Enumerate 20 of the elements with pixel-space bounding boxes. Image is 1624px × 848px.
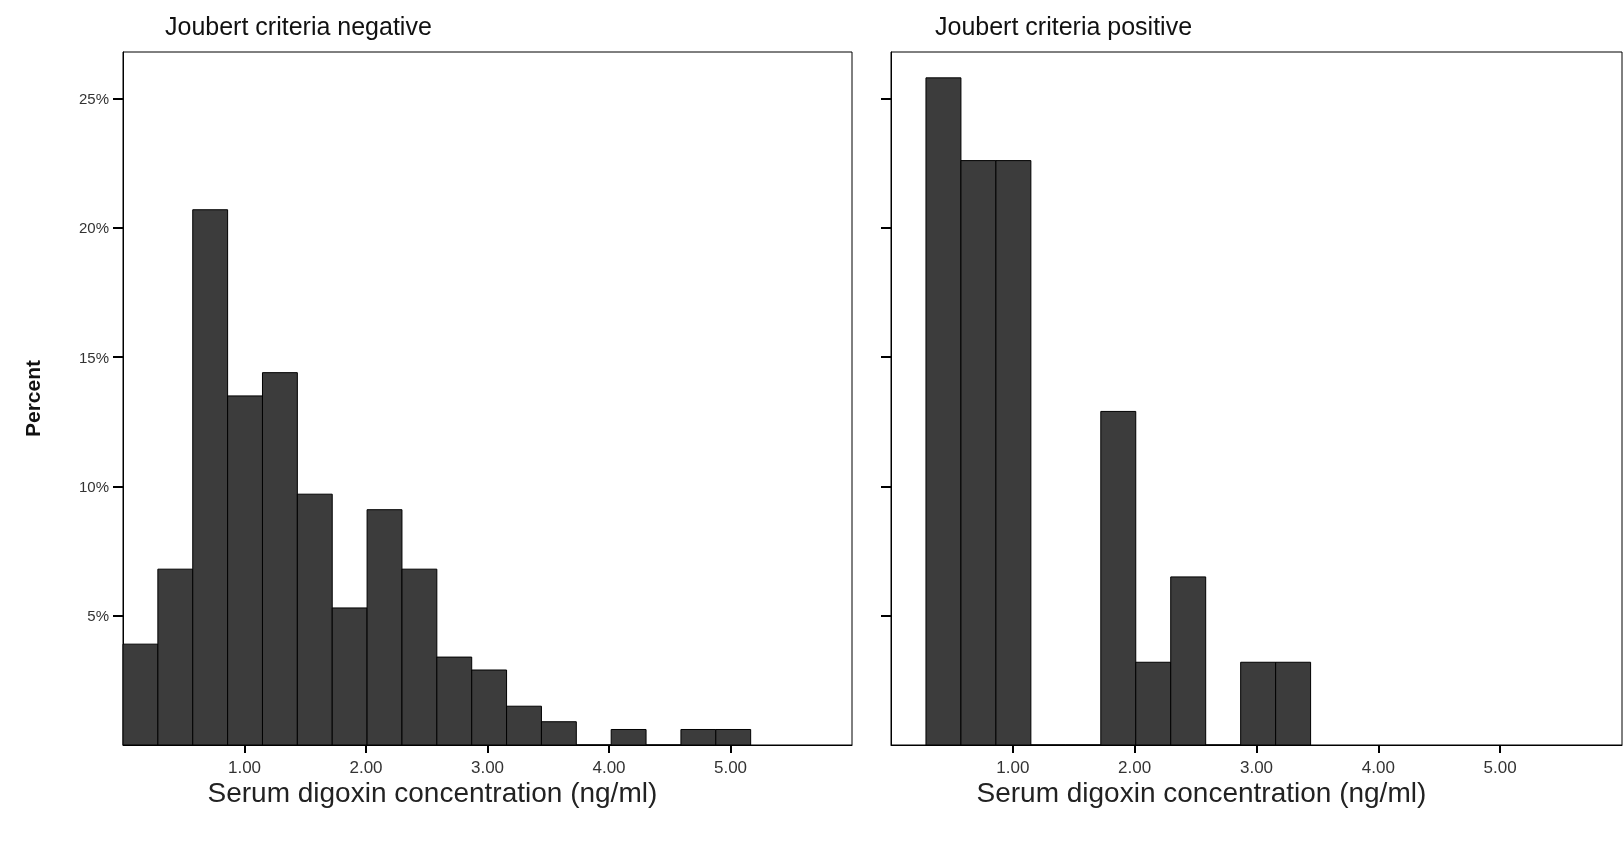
x-tick-label: 3.00: [1239, 758, 1274, 777]
x-axis-title: Serum digoxin concentration (ng/ml): [207, 776, 658, 808]
y-axis-title: Percent: [21, 359, 44, 438]
chart-title: Joubert criteria positive: [935, 11, 1193, 40]
x-tick-label: 4.00: [592, 758, 626, 777]
x-tick-label: 1.00: [996, 758, 1030, 777]
y-tick-label: 5%: [87, 607, 109, 625]
chart-title: Joubert criteria negative: [165, 11, 432, 40]
y-tick-label: 20%: [78, 219, 109, 237]
x-tick-label: 5.00: [713, 758, 748, 777]
x-tick-label: 4.00: [1361, 758, 1395, 777]
x-tick-label: 5.00: [1483, 758, 1517, 777]
x-tick-label: 2.00: [349, 758, 383, 777]
x-axis-title: Serum digoxin concentration (ng/ml): [976, 776, 1427, 808]
x-tick-label: 2.00: [1118, 758, 1152, 777]
y-tick-label: 15%: [78, 348, 109, 366]
y-tick-label: 10%: [78, 477, 109, 495]
y-tick-label: 25%: [78, 90, 109, 108]
x-tick-label: 3.00: [470, 758, 505, 777]
x-tick-label: 1.00: [227, 758, 262, 777]
